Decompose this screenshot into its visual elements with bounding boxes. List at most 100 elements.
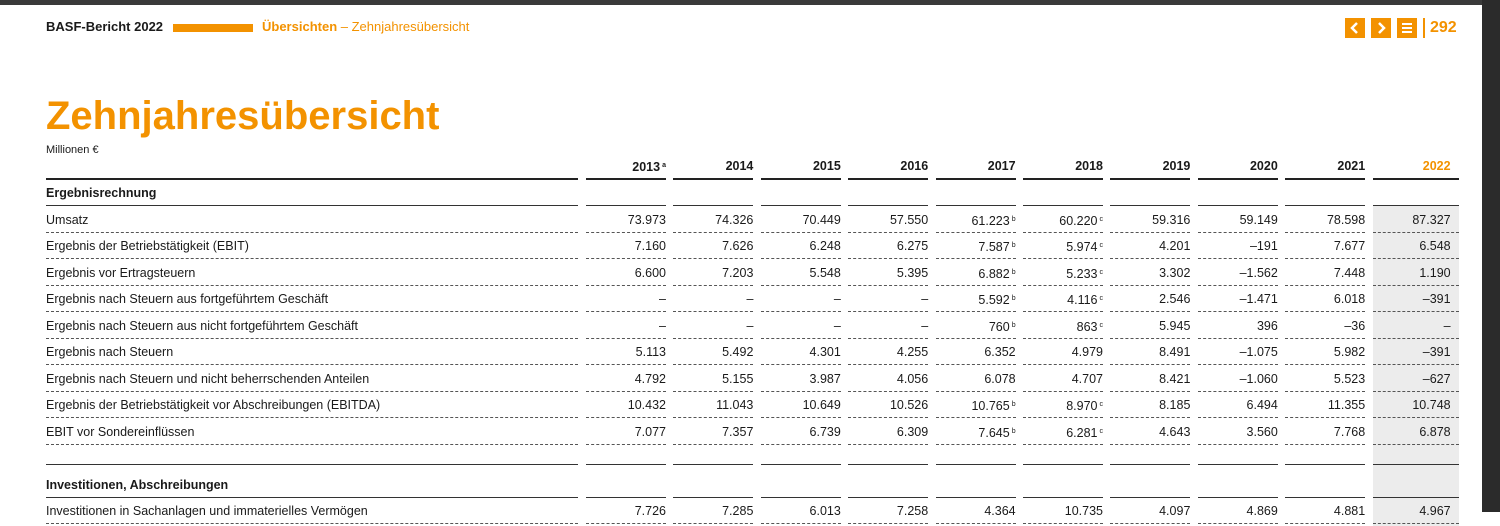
header-rule [848,178,929,180]
prev-button[interactable] [1345,18,1365,38]
value-cell: –391 [1373,291,1451,307]
value-cell: 5.548 [761,265,841,281]
row-rule [1197,258,1278,259]
value-cell: 5.982 [1285,344,1365,360]
row-rule [760,523,841,524]
row-rule [935,258,1016,259]
value: 6.018 [1333,292,1366,306]
value-cell: 4.255 [848,344,928,360]
row-rule [848,417,929,418]
row-rule [1197,523,1278,524]
value: 8.491 [1159,345,1191,359]
header-rule [1023,178,1103,180]
footnote-mark: b [1011,268,1016,276]
menu-icon [1402,23,1412,33]
value: 87.327 [1412,212,1451,227]
value: 4.792 [634,371,666,386]
value-cell: 6.878 [1373,424,1450,440]
row-rule [760,258,841,259]
value: 8.185 [1159,398,1191,412]
value: 4.979 [1071,345,1103,359]
row-rule [1197,337,1278,339]
value: 6.548 [1419,239,1451,253]
row-rule [673,417,754,418]
year-label: 2020 [1249,159,1278,173]
value: 5.982 [1333,345,1366,359]
header-rule [760,178,841,180]
row-rule [673,390,754,392]
row-rule [46,390,578,392]
row-rule [673,258,754,259]
value-cell: 7.626 [673,238,753,254]
value: 6.013 [809,504,841,518]
row-rule [1372,205,1459,206]
row-rule [586,443,666,445]
value-cell: –627 [1373,371,1451,387]
value-cell: 6.018 [1285,291,1365,307]
value-cell: 7.077 [586,424,666,440]
value: 74.326 [715,212,754,227]
value: – [921,318,929,333]
header-rule [1197,178,1278,180]
year-label: 2021 [1337,159,1366,173]
value-cell: 4.707 [1023,371,1103,387]
value-cell: 10.649 [761,397,841,413]
value: 10.735 [1064,504,1103,518]
row-rule [1197,205,1278,206]
row-rule [760,337,841,339]
row-rule [1110,443,1191,445]
footnote-mark: b [1011,295,1016,302]
row-rule [760,443,841,445]
year-label: 2016 [900,159,929,173]
value-cell: 6.494 [1198,397,1278,413]
year-header: 2013 a [586,158,666,175]
row-rule [46,337,578,339]
value: 8.970 [1066,399,1098,413]
value: 7.203 [722,265,754,280]
value: 4.116 [1067,293,1098,307]
value-cell: 6.013 [761,503,841,519]
value: – [659,292,666,306]
value: 4.097 [1159,504,1191,518]
row-rule [586,231,666,233]
value-cell: – [673,291,753,307]
value-cell: 61.223 b [936,212,1015,229]
row-rule [760,417,841,418]
value: 7.160 [634,239,666,253]
row-rule [46,311,578,312]
value: –1.075 [1239,345,1278,359]
row-rule [1372,337,1459,339]
menu-button[interactable] [1397,18,1417,38]
year-header: 2017 [936,158,1016,174]
value-cell: – [586,318,666,334]
value: 59.316 [1152,212,1191,227]
row-rule [673,337,754,339]
row-rule [1372,463,1459,465]
row-rule [586,205,666,206]
row-rule [1197,311,1278,312]
next-button[interactable] [1371,18,1391,38]
year-label: 2013 [632,160,661,174]
value-cell: 8.185 [1110,397,1190,413]
row-rule [673,443,754,445]
value-cell: 78.598 [1285,212,1365,228]
value: 57.550 [889,212,929,227]
value-cell: 4.979 [1023,344,1103,360]
row-rule [848,231,929,233]
value: –1.471 [1239,292,1278,306]
value: 6.352 [984,345,1016,359]
value: 5.523 [1333,371,1366,386]
header-rule [46,178,578,180]
row-rule [1372,443,1459,445]
value-cell: 760 b [936,318,1016,335]
value-cell: 863 c [1023,318,1103,335]
row-rule [760,390,841,392]
row-rule [586,463,666,465]
footnote-mark: b [1011,321,1016,329]
value-cell: 7.357 [673,424,753,440]
value: 5.592 [978,293,1010,307]
row-rule [1023,417,1103,418]
value: 4.869 [1246,504,1278,518]
value: –191 [1249,239,1278,253]
row-label: EBIT vor Sondereinflüssen [46,424,195,439]
